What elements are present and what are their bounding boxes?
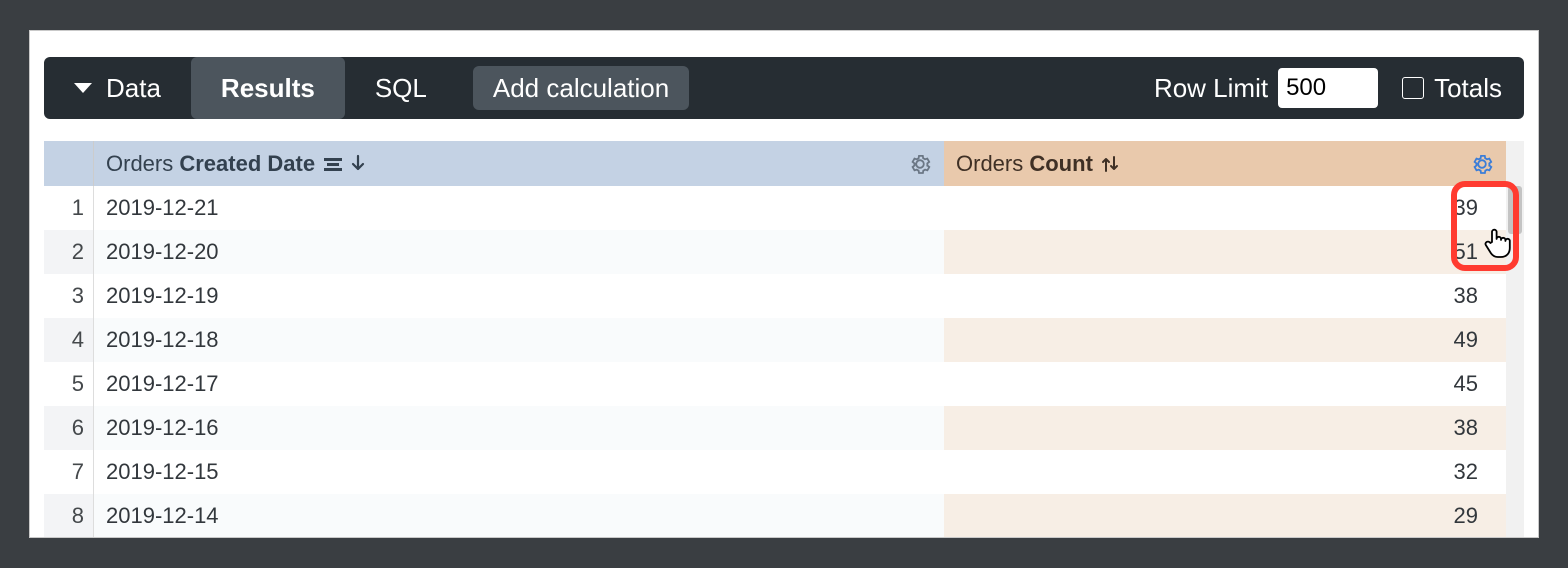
tab-data-label: Data (106, 73, 161, 104)
tab-results-label: Results (221, 73, 315, 104)
cell-created-date[interactable]: 2019-12-15 (94, 450, 944, 494)
scroll-thumb[interactable] (1508, 186, 1522, 234)
add-calculation-button[interactable]: Add calculation (473, 66, 689, 110)
results-table: Orders Created Date Orders Count (44, 141, 1538, 537)
gear-icon[interactable] (1470, 152, 1494, 176)
totals-label: Totals (1434, 73, 1502, 104)
cell-created-date[interactable]: 2019-12-21 (94, 186, 944, 230)
cell-count[interactable]: 39 (944, 186, 1506, 230)
table-header-row: Orders Created Date Orders Count (44, 141, 1506, 186)
row-limit-label: Row Limit (1154, 73, 1268, 104)
sort-swap-icon (1101, 154, 1119, 174)
cell-count[interactable]: 29 (944, 494, 1506, 538)
table-row: 82019-12-1429 (44, 494, 1506, 538)
tab-sql-label: SQL (375, 73, 427, 104)
cell-count[interactable]: 45 (944, 362, 1506, 406)
column-header-label: Orders Created Date (106, 151, 315, 177)
table-row: 62019-12-1638 (44, 406, 1506, 450)
table-row: 52019-12-1745 (44, 362, 1506, 406)
column-header-count[interactable]: Orders Count (944, 141, 1506, 186)
tab-data[interactable]: Data (44, 57, 191, 119)
tab-results[interactable]: Results (191, 57, 345, 119)
row-number: 8 (44, 494, 94, 538)
row-number: 3 (44, 274, 94, 318)
data-toolbar: Data Results SQL Add calculation Row Lim… (44, 57, 1524, 119)
gear-icon[interactable] (908, 152, 932, 176)
cell-created-date[interactable]: 2019-12-16 (94, 406, 944, 450)
column-header-created-date[interactable]: Orders Created Date (94, 141, 944, 186)
sort-desc-icon (351, 154, 365, 174)
row-number: 7 (44, 450, 94, 494)
column-header-label: Orders Count (956, 151, 1093, 177)
table-row: 22019-12-2051 (44, 230, 1506, 274)
tab-sql[interactable]: SQL (345, 57, 457, 119)
table-row: 42019-12-1849 (44, 318, 1506, 362)
row-number: 1 (44, 186, 94, 230)
vertical-scrollbar[interactable] (1506, 141, 1524, 537)
table-row: 32019-12-1938 (44, 274, 1506, 318)
rownum-header (44, 141, 94, 186)
cell-count[interactable]: 51 (944, 230, 1506, 274)
row-number: 6 (44, 406, 94, 450)
table-row: 72019-12-1532 (44, 450, 1506, 494)
explore-panel: Data Results SQL Add calculation Row Lim… (29, 30, 1539, 538)
cell-created-date[interactable]: 2019-12-18 (94, 318, 944, 362)
add-calc-label: Add calculation (493, 73, 669, 104)
table-row: 12019-12-2139 (44, 186, 1506, 230)
cell-created-date[interactable]: 2019-12-19 (94, 274, 944, 318)
cell-created-date[interactable]: 2019-12-20 (94, 230, 944, 274)
row-number: 4 (44, 318, 94, 362)
cell-count[interactable]: 38 (944, 274, 1506, 318)
row-number: 5 (44, 362, 94, 406)
caret-down-icon (74, 83, 92, 93)
row-limit-input[interactable] (1278, 68, 1378, 108)
row-limit-group: Row Limit (1154, 68, 1378, 108)
totals-checkbox[interactable] (1402, 77, 1424, 99)
cell-created-date[interactable]: 2019-12-17 (94, 362, 944, 406)
pivot-icon (323, 156, 343, 172)
totals-group: Totals (1402, 73, 1502, 104)
cell-count[interactable]: 38 (944, 406, 1506, 450)
cell-created-date[interactable]: 2019-12-14 (94, 494, 944, 538)
row-number: 2 (44, 230, 94, 274)
cell-count[interactable]: 32 (944, 450, 1506, 494)
cell-count[interactable]: 49 (944, 318, 1506, 362)
